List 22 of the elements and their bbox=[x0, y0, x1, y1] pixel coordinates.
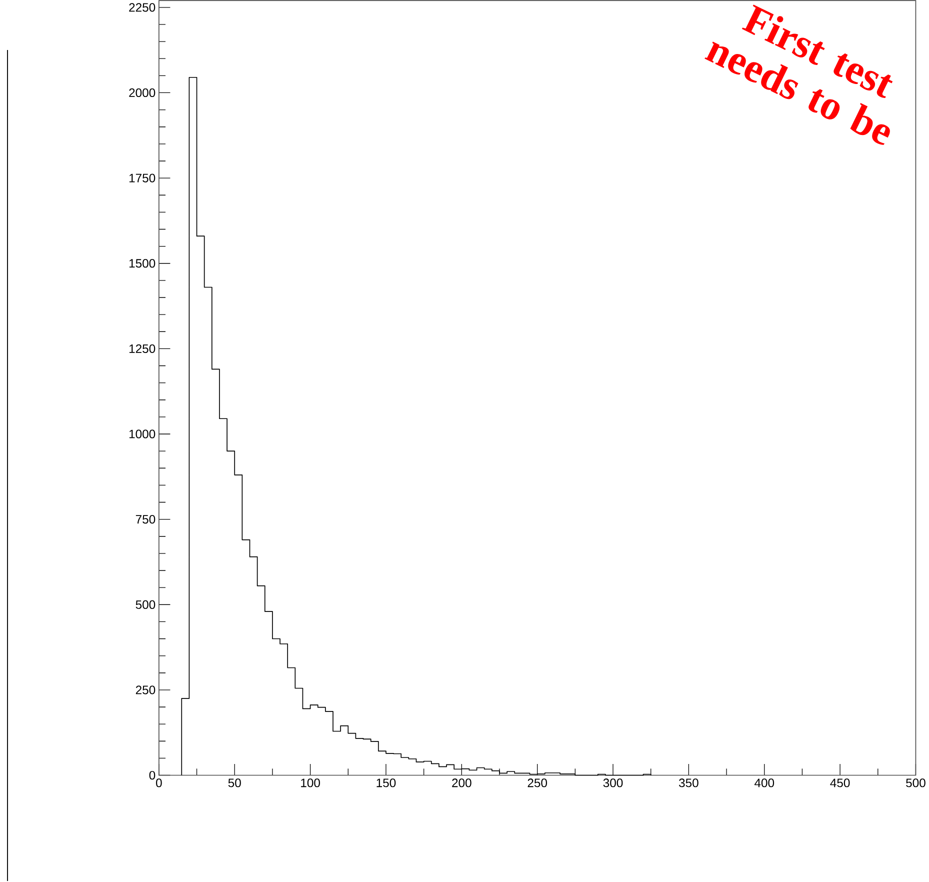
x-tick-label: 350 bbox=[679, 778, 698, 788]
y-tick-label: 2250 bbox=[129, 3, 156, 12]
x-tick-label: 0 bbox=[156, 778, 162, 788]
y-tick-label: 1000 bbox=[129, 430, 156, 439]
y-tick-label: 1500 bbox=[129, 259, 156, 268]
x-tick-label: 450 bbox=[830, 778, 850, 788]
y-tick-label: 1250 bbox=[129, 344, 156, 354]
y-tick-label: 1750 bbox=[129, 174, 156, 183]
y-tick-label: 500 bbox=[136, 600, 156, 610]
x-tick-label: 400 bbox=[754, 778, 774, 788]
y-tick-label: 250 bbox=[136, 686, 156, 694]
y-tick-label: 2000 bbox=[129, 88, 156, 98]
x-tick-label: 150 bbox=[376, 778, 396, 788]
x-tick-label: 50 bbox=[228, 778, 241, 788]
x-tick-label: 200 bbox=[452, 778, 472, 788]
x-tick-label: 100 bbox=[301, 778, 320, 788]
annotation: First test needs to be bbox=[704, 4, 893, 146]
y-tick-label: 750 bbox=[136, 515, 156, 524]
x-tick-label: 500 bbox=[906, 778, 926, 788]
x-tick-label: 250 bbox=[528, 778, 548, 788]
y-tick-label: 0 bbox=[149, 771, 156, 780]
x-tick-label: 300 bbox=[603, 778, 623, 788]
